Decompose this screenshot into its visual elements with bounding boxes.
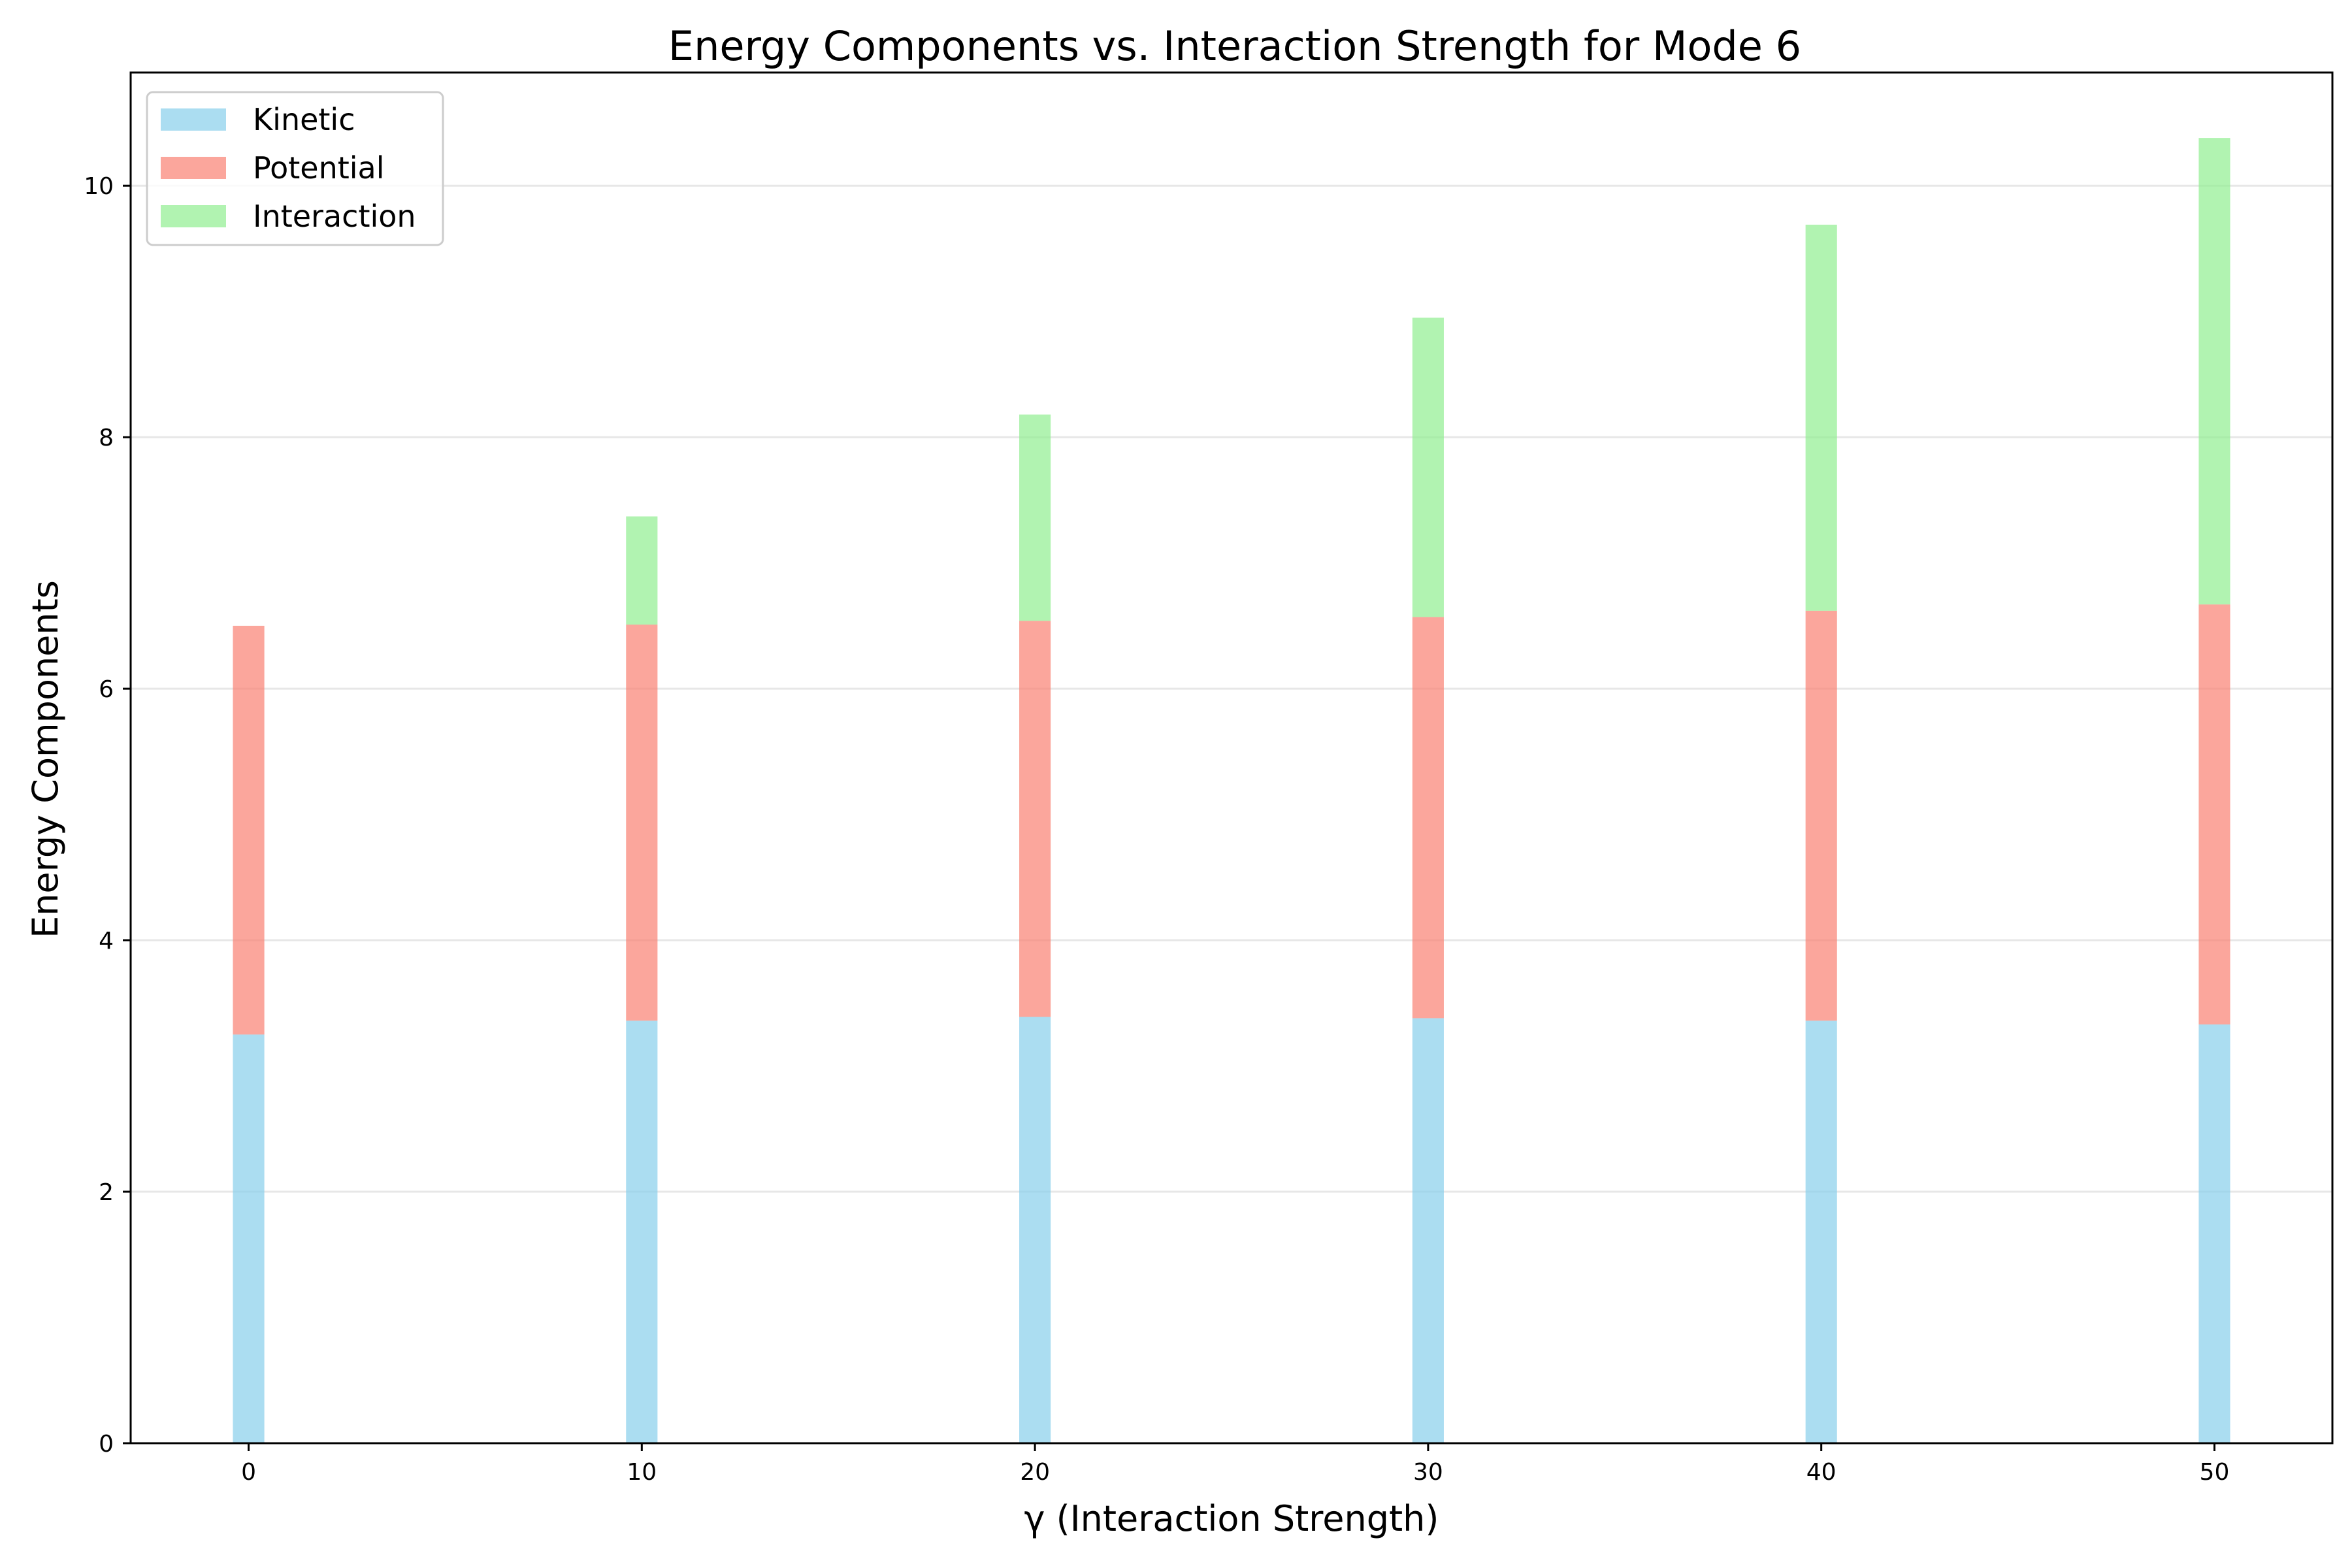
legend-label-kinetic: Kinetic <box>253 102 355 137</box>
x-tick-label: 50 <box>2200 1459 2230 1486</box>
x-tick-label: 30 <box>1413 1459 1443 1486</box>
x-tick-label: 10 <box>627 1459 657 1486</box>
bar-stacks <box>233 138 2230 1443</box>
bar-interaction <box>1412 318 1444 617</box>
legend: Kinetic Potential Interaction <box>146 91 444 246</box>
chart-title: Energy Components vs. Interaction Streng… <box>668 22 1801 70</box>
bar-kinetic <box>233 1034 265 1443</box>
legend-label-potential: Potential <box>253 150 385 186</box>
y-tick-label: 2 <box>99 1179 114 1206</box>
bar-potential <box>1019 621 1051 1017</box>
legend-swatch-interaction <box>161 205 226 227</box>
bar-kinetic <box>1805 1021 1837 1443</box>
bar-kinetic <box>1019 1017 1051 1443</box>
y-tick-label: 8 <box>99 425 114 451</box>
x-tick-label: 40 <box>1806 1459 1837 1486</box>
bar-kinetic <box>626 1021 658 1443</box>
legend-label-interaction: Interaction <box>253 199 416 234</box>
bar-interaction <box>626 516 658 625</box>
y-tick-label: 0 <box>99 1431 114 1458</box>
y-axis-ticks: 0 2 4 6 8 10 <box>84 173 131 1458</box>
legend-swatch-kinetic <box>161 108 226 131</box>
bar-kinetic <box>1412 1018 1444 1443</box>
bar-interaction <box>1019 414 1051 621</box>
x-axis-label: γ (Interaction Strength) <box>1024 1498 1439 1539</box>
bar-potential <box>626 624 658 1021</box>
y-tick-label: 10 <box>84 173 114 200</box>
bar-potential <box>2198 604 2230 1025</box>
bar-interaction <box>2198 138 2230 605</box>
bar-potential <box>233 625 265 1035</box>
x-tick-label: 0 <box>241 1459 256 1486</box>
plot-area-frame <box>129 71 2334 1445</box>
x-axis-ticks: 0 10 20 30 40 50 <box>241 1443 2229 1486</box>
legend-swatch-potential <box>161 157 226 179</box>
y-axis-label: Energy Components <box>25 580 66 938</box>
y-tick-label: 4 <box>99 928 114 955</box>
x-tick-label: 20 <box>1020 1459 1050 1486</box>
bar-potential <box>1805 610 1837 1021</box>
bar-interaction <box>1805 224 1837 611</box>
bar-potential <box>1412 617 1444 1019</box>
y-tick-label: 6 <box>99 676 114 703</box>
bar-kinetic <box>2198 1024 2230 1443</box>
y-gridlines <box>131 184 2332 1445</box>
